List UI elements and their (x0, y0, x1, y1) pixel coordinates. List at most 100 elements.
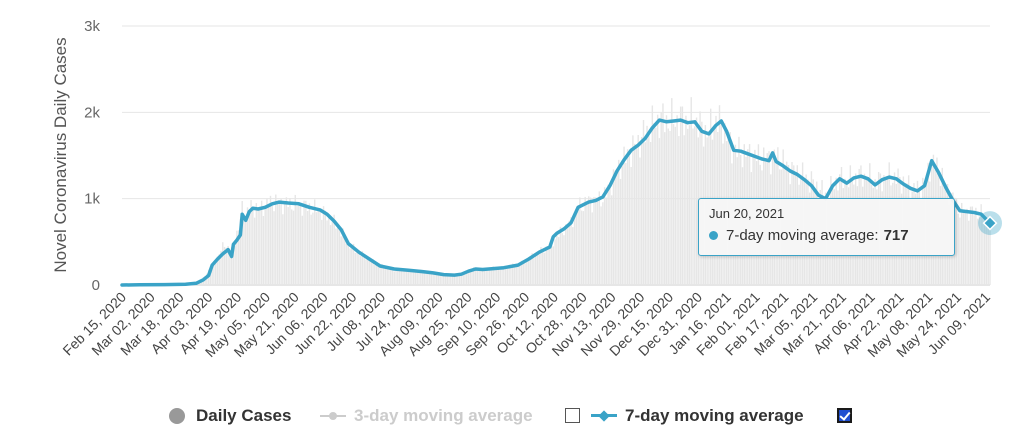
bar-daily-cases (236, 230, 238, 285)
bar-daily-cases (225, 247, 228, 285)
bar-daily-cases (289, 197, 291, 285)
bar-daily-cases (291, 209, 293, 285)
hover-point-marker[interactable] (982, 215, 998, 231)
legend: Daily Cases 3-day moving average 7-day m… (160, 401, 880, 431)
bar-daily-cases (333, 214, 335, 285)
bar-daily-cases (349, 248, 351, 285)
bar-daily-cases (386, 266, 388, 285)
bar-daily-cases (565, 224, 567, 285)
bar-daily-cases (596, 201, 599, 285)
bar-daily-cases (471, 270, 473, 285)
bar-daily-cases (423, 272, 425, 285)
bar-daily-cases (496, 268, 498, 285)
bar-daily-cases (220, 250, 222, 285)
bar-daily-cases (501, 266, 503, 285)
bar-daily-cases (397, 269, 399, 285)
bar-daily-cases (536, 252, 539, 285)
legend-item-7day-moving-average[interactable]: 7-day moving average (591, 401, 804, 431)
bar-daily-cases (968, 220, 970, 285)
bar-daily-cases (352, 243, 355, 285)
bar-daily-cases (534, 255, 537, 285)
tooltip-row: 7-day moving average: 717 (709, 227, 944, 244)
bar-daily-cases (554, 239, 556, 285)
bar-daily-cases (690, 97, 692, 285)
bar-daily-cases (678, 136, 680, 285)
y-tick-label: 1k (84, 191, 100, 208)
bar-daily-cases (458, 274, 461, 285)
bar-daily-cases (630, 167, 632, 285)
bar-daily-cases (628, 155, 631, 285)
bar-daily-cases (358, 253, 360, 285)
bar-daily-cases (570, 217, 572, 285)
tooltip-value: 717 (883, 227, 909, 244)
bar-daily-cases (669, 130, 671, 285)
bar-daily-cases (625, 162, 627, 285)
bar-daily-cases (646, 125, 648, 285)
bar-daily-cases (489, 269, 491, 285)
bar-daily-cases (671, 98, 673, 285)
bar-daily-cases (229, 251, 231, 285)
bar-daily-cases (446, 275, 448, 285)
bar-daily-cases (653, 123, 655, 285)
bar-daily-cases (542, 249, 544, 285)
bar-daily-cases (983, 216, 986, 285)
bar-daily-cases (432, 274, 434, 285)
bar-daily-cases (356, 251, 358, 285)
bar-daily-cases (264, 205, 266, 285)
y-axis-ticks: 0 1k 2k 3k (84, 18, 100, 294)
legend-symbol-3day-moving-average (320, 410, 346, 422)
bar-daily-cases (262, 215, 265, 285)
bar-daily-cases (515, 265, 517, 285)
legend-item-3day-moving-average[interactable]: 3-day moving average (320, 401, 533, 431)
bar-daily-cases (469, 270, 471, 285)
bar-daily-cases (255, 203, 258, 285)
bar-daily-cases (400, 268, 403, 285)
bar-daily-cases (328, 214, 330, 285)
bar-daily-cases (969, 206, 972, 285)
bar-daily-cases (588, 196, 590, 285)
bar-daily-cases (234, 242, 236, 285)
bar-daily-cases (379, 266, 381, 285)
bar-daily-cases (384, 268, 387, 285)
bar-daily-cases (222, 242, 224, 285)
bar-daily-cases (335, 228, 337, 285)
bar-daily-cases (299, 203, 302, 285)
bar-daily-cases (648, 135, 650, 285)
bar-daily-cases (322, 206, 325, 285)
bar-daily-cases (506, 266, 509, 285)
legend-label-3day-moving-average: 3-day moving average (354, 406, 533, 425)
bar-daily-cases (245, 216, 247, 285)
bar-daily-cases (342, 228, 344, 285)
bar-daily-cases (361, 251, 364, 285)
checkbox-7day-moving-average[interactable] (837, 408, 852, 423)
bar-daily-cases (559, 226, 562, 285)
bar-daily-cases (655, 127, 657, 285)
checkbox-3day-moving-average[interactable] (565, 408, 580, 423)
bar-daily-cases (658, 138, 661, 285)
bar-daily-cases (312, 212, 314, 285)
legend-item-daily-cases[interactable]: Daily Cases (169, 401, 291, 431)
bar-daily-cases (211, 263, 213, 285)
bar-daily-cases (382, 267, 385, 285)
bar-daily-cases (508, 268, 510, 285)
bar-daily-cases (398, 270, 401, 285)
bar-daily-cases (462, 273, 464, 285)
legend-symbol-7day-moving-average (591, 410, 617, 422)
bar-daily-cases (214, 262, 217, 285)
bar-daily-cases (641, 137, 643, 285)
bar-daily-cases (338, 229, 341, 285)
bar-daily-cases (317, 209, 319, 285)
bar-daily-cases (683, 135, 685, 285)
bar-daily-cases (363, 256, 365, 285)
bar-daily-cases (310, 214, 312, 285)
bar-daily-cases (513, 266, 516, 285)
bar-daily-cases (467, 269, 470, 285)
legend-symbol-daily-cases (169, 408, 185, 424)
bar-daily-cases (412, 272, 415, 285)
y-tick-label: 2k (84, 104, 100, 121)
bar-daily-cases (283, 201, 286, 285)
bar-daily-cases (660, 112, 662, 285)
bar-daily-cases (464, 271, 466, 285)
bar-daily-cases (681, 106, 684, 285)
bar-daily-cases (497, 267, 500, 285)
